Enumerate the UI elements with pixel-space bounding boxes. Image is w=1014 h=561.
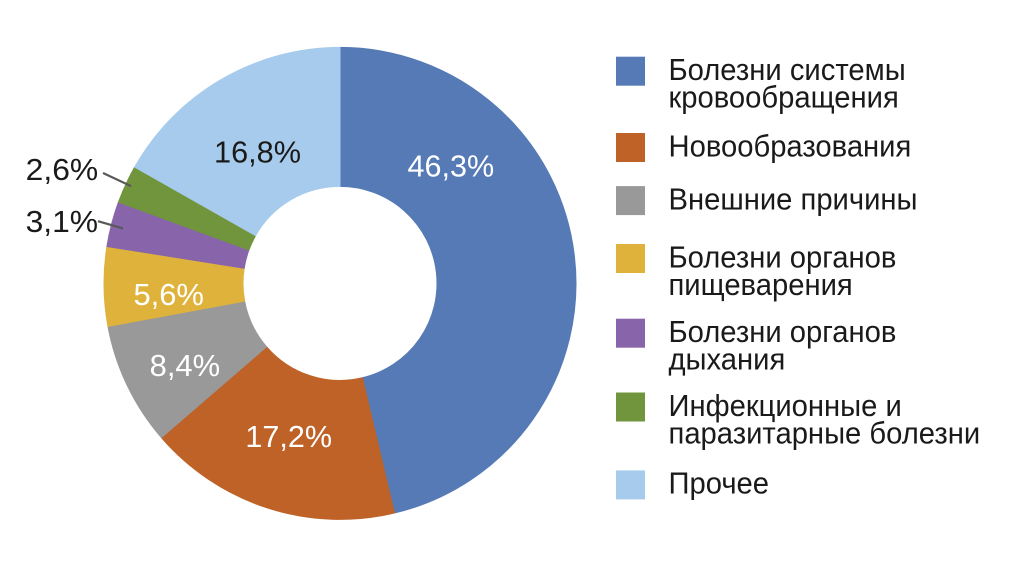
- svg-text:5,6%: 5,6%: [133, 277, 204, 312]
- svg-text:Болезни органов: Болезни органов: [669, 314, 897, 349]
- svg-text:дыхания: дыхания: [669, 342, 786, 377]
- svg-text:Прочее: Прочее: [669, 466, 770, 501]
- svg-text:8,4%: 8,4%: [150, 348, 221, 383]
- svg-text:2,6%: 2,6%: [26, 152, 99, 187]
- svg-text:46,3%: 46,3%: [408, 148, 495, 183]
- svg-text:кровообращения: кровообращения: [669, 80, 899, 115]
- svg-text:Инфекционные и: Инфекционные и: [669, 388, 902, 423]
- svg-text:Болезни системы: Болезни системы: [669, 52, 906, 87]
- svg-text:16,8%: 16,8%: [214, 134, 301, 169]
- svg-text:17,2%: 17,2%: [245, 419, 332, 454]
- svg-text:Болезни органов: Болезни органов: [669, 239, 897, 274]
- svg-text:Внешние причины: Внешние причины: [669, 181, 918, 216]
- svg-text:3,1%: 3,1%: [26, 204, 99, 239]
- svg-text:пищеварения: пищеварения: [669, 267, 853, 302]
- svg-text:паразитарные болезни: паразитарные болезни: [669, 415, 981, 450]
- svg-text:Новообразования: Новообразования: [669, 128, 912, 163]
